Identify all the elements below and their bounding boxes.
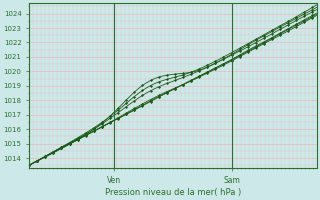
X-axis label: Pression niveau de la mer( hPa ): Pression niveau de la mer( hPa ): [105, 188, 241, 197]
